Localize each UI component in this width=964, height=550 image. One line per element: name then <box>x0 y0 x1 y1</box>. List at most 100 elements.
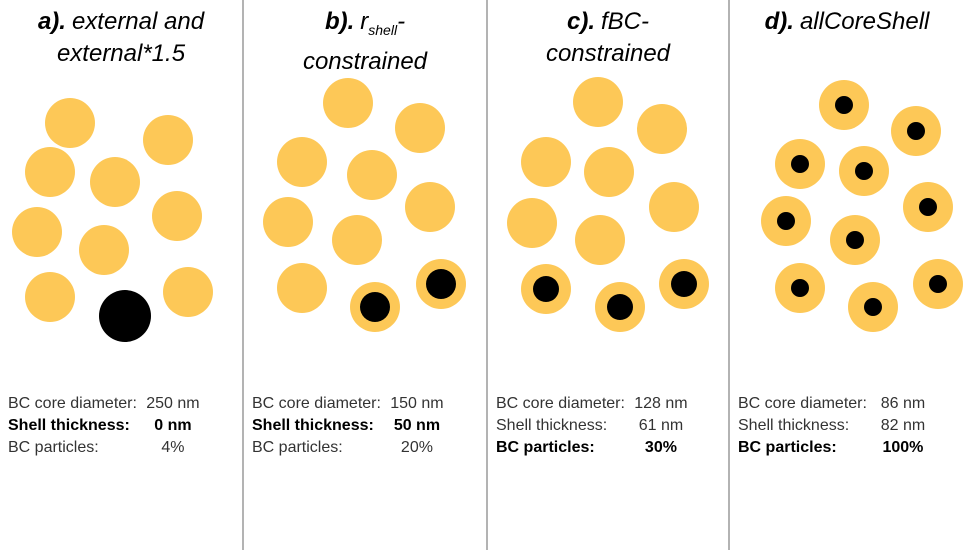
separator <box>242 0 244 550</box>
stat-label: Shell thickness: <box>738 417 850 434</box>
stats-table: BC core diameter: 128 nm Shell thickness: 6… <box>496 393 691 459</box>
coated-particle <box>143 115 193 165</box>
bc-particle <box>99 290 151 342</box>
separator <box>728 0 730 550</box>
stat-label: BC core diameter: <box>496 395 625 412</box>
stat-value: 100% <box>882 439 924 456</box>
stat-label: Shell thickness: <box>8 417 130 434</box>
coated-particle <box>347 150 397 200</box>
stat-value: 250 nm <box>146 395 200 412</box>
coated-particle <box>25 272 75 322</box>
bc-core <box>533 276 559 302</box>
stats-row: Shell thickness: 50 nm <box>252 415 447 437</box>
bc-core <box>791 155 809 173</box>
coated-particle <box>45 98 95 148</box>
title-text: r <box>360 8 369 35</box>
coated-particle <box>25 147 75 197</box>
coated-particle <box>332 215 382 265</box>
coated-particle <box>79 225 129 275</box>
panel-label: a). <box>37 8 66 35</box>
panel-title: d). allCoreShell <box>730 6 964 38</box>
bc-core <box>777 212 795 230</box>
stats-row: Shell thickness: 0 nm <box>8 415 203 437</box>
stat-label: BC core diameter: <box>738 395 867 412</box>
stats-row: BC particles: 100% <box>738 437 933 459</box>
coated-particle <box>575 215 625 265</box>
stats-table: BC core diameter: 86 nm Shell thickness: 82… <box>738 393 933 459</box>
stats-row: BC core diameter: 86 nm <box>738 393 933 415</box>
coated-particle <box>277 137 327 187</box>
panel: c). fBC-constrained BC core diameter: 128 n… <box>488 0 728 550</box>
stat-label: BC particles: <box>252 439 343 456</box>
stats-row: BC core diameter: 250 nm <box>8 393 203 415</box>
stats-table: BC core diameter: 250 nm Shell thickness: 0… <box>8 393 203 459</box>
stats-row: Shell thickness: 61 nm <box>496 415 691 437</box>
bc-core <box>360 292 390 322</box>
title-text: allCoreShell <box>799 8 930 35</box>
bc-core <box>855 162 873 180</box>
coated-particle <box>573 77 623 127</box>
bc-core <box>864 298 882 316</box>
coated-particle <box>405 182 455 232</box>
title-subscript: shell <box>368 21 398 38</box>
coated-particle <box>649 182 699 232</box>
title-text: external and external*1.5 <box>56 8 205 67</box>
panel-label: d). <box>764 8 794 35</box>
bc-core <box>426 269 456 299</box>
stats-row: BC core diameter: 128 nm <box>496 393 691 415</box>
coated-particle <box>152 191 202 241</box>
coated-particle <box>507 198 557 248</box>
panel-label: c). <box>566 8 595 35</box>
panel: d). allCoreShell BC core diameter: 86 nm She… <box>730 0 964 550</box>
coated-particle <box>277 263 327 313</box>
coated-particle <box>521 137 571 187</box>
coated-particle <box>263 197 313 247</box>
coated-particle <box>323 78 373 128</box>
stat-value: 128 nm <box>634 395 688 412</box>
stat-label: BC core diameter: <box>252 395 381 412</box>
bc-core <box>919 198 937 216</box>
stats-row: BC particles: 4% <box>8 437 203 459</box>
stat-label: BC particles: <box>8 439 99 456</box>
title-text: fBC-constrained <box>545 8 671 67</box>
panel-label: b). <box>324 8 355 35</box>
panel-title: a). external and external*1.5 <box>0 6 242 70</box>
stat-value: 0 nm <box>154 417 192 434</box>
stat-value: 150 nm <box>390 395 444 412</box>
panel: a). external and external*1.5 BC core diam… <box>0 0 242 550</box>
stat-label: BC core diameter: <box>8 395 137 412</box>
stat-value: 61 nm <box>638 417 684 434</box>
stats-table: BC core diameter: 150 nm Shell thickness: 5… <box>252 393 447 459</box>
stat-value: 4% <box>161 439 185 456</box>
coated-particle <box>163 267 213 317</box>
bc-core <box>907 122 925 140</box>
coated-particle <box>90 157 140 207</box>
stats-row: BC particles: 30% <box>496 437 691 459</box>
coated-particle <box>584 147 634 197</box>
bc-core <box>671 271 697 297</box>
stat-value: 86 nm <box>880 395 926 412</box>
bc-core <box>929 275 947 293</box>
stat-value: 82 nm <box>880 417 926 434</box>
bc-core <box>846 231 864 249</box>
panel: b). rshell-constrained BC core diameter: 15… <box>244 0 486 550</box>
stat-label: Shell thickness: <box>252 417 374 434</box>
panel-title: b). rshell-constrained <box>244 6 486 78</box>
bc-core <box>607 294 633 320</box>
stat-label: BC particles: <box>496 439 595 456</box>
stats-row: Shell thickness: 82 nm <box>738 415 933 437</box>
stats-row: BC particles: 20% <box>252 437 447 459</box>
stats-row: BC core diameter: 150 nm <box>252 393 447 415</box>
title-suffix: -constrained <box>302 8 428 75</box>
separator <box>486 0 488 550</box>
stat-value: 20% <box>400 439 433 456</box>
stat-value: 50 nm <box>393 417 441 434</box>
panel-title: c). fBC-constrained <box>488 6 728 70</box>
coated-particle <box>637 104 687 154</box>
stat-label: BC particles: <box>738 439 837 456</box>
bc-core <box>835 96 853 114</box>
coated-particle <box>395 103 445 153</box>
coated-particle <box>12 207 62 257</box>
